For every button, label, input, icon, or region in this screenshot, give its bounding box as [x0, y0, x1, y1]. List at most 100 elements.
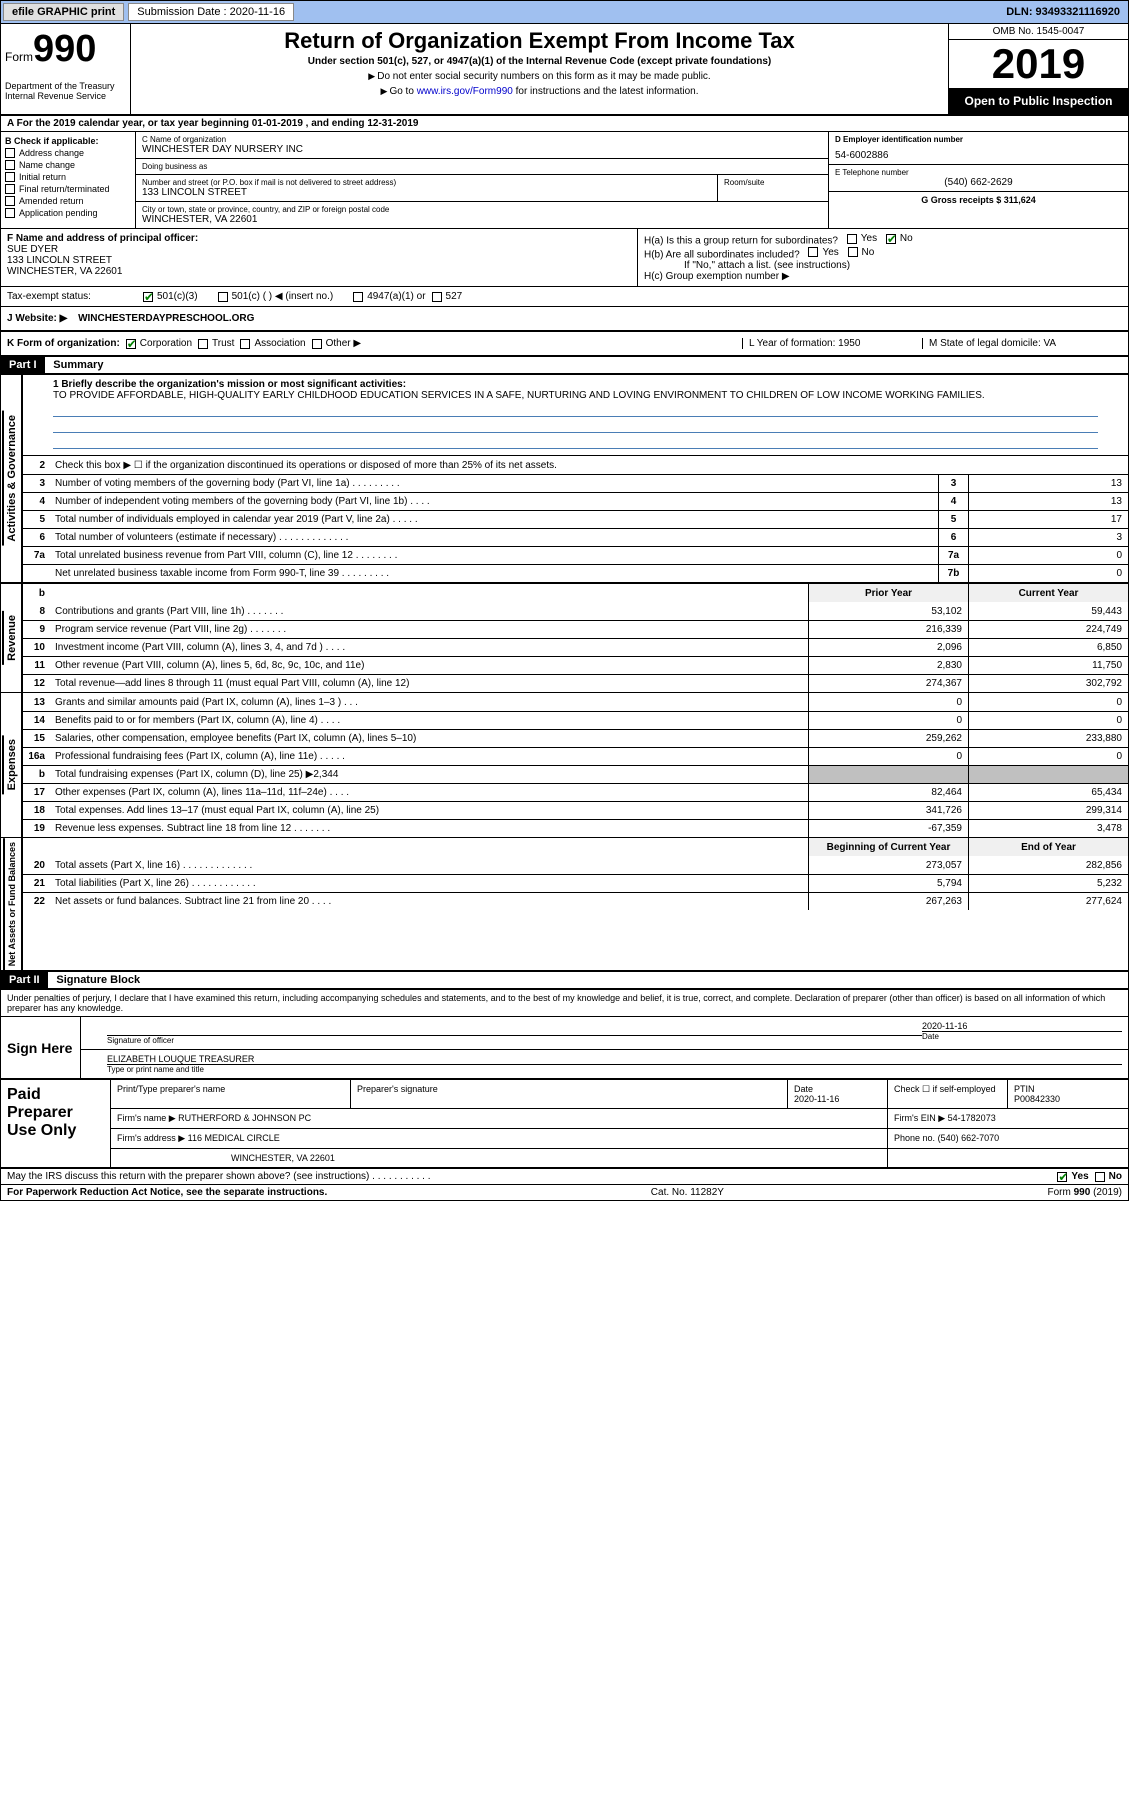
omb-no: OMB No. 1545-0047 — [949, 24, 1128, 40]
checkbox-icon — [848, 247, 858, 257]
current-year-hdr: Current Year — [968, 584, 1128, 602]
current-year-value: 299,314 — [968, 802, 1128, 819]
line-text: Total expenses. Add lines 13–17 (must eq… — [51, 803, 808, 818]
current-year-value: 11,750 — [968, 657, 1128, 674]
header-mid: Return of Organization Exempt From Incom… — [131, 24, 948, 114]
line-text: Total number of volunteers (estimate if … — [51, 530, 938, 545]
hb-yes[interactable]: Yes — [808, 247, 838, 258]
checkbox-icon — [5, 160, 15, 170]
summary-line: 10 Investment income (Part VIII, column … — [23, 638, 1128, 656]
ha-yes[interactable]: Yes — [847, 233, 877, 244]
b-heading: B Check if applicable: — [5, 136, 131, 146]
summary-line: 18 Total expenses. Add lines 13–17 (must… — [23, 801, 1128, 819]
line-text: Total assets (Part X, line 16) . . . . .… — [51, 858, 808, 873]
summary-line: 9 Program service revenue (Part VIII, li… — [23, 620, 1128, 638]
cb-amended[interactable]: Amended return — [5, 196, 131, 206]
prep-ptin: PTINP00842330 — [1008, 1080, 1128, 1108]
ts-501c[interactable]: 501(c) ( ) ◀ (insert no.) — [218, 291, 334, 302]
discuss-yes[interactable]: Yes — [1057, 1171, 1088, 1182]
line-num: 17 — [23, 787, 51, 798]
k-assoc[interactable]: Association — [240, 338, 305, 349]
line-text: Total revenue—add lines 8 through 11 (mu… — [51, 676, 808, 691]
net-header: Beginning of Current Year End of Year — [23, 838, 1128, 856]
phone-value: (540) 662-2629 — [835, 177, 1122, 188]
summary-line: 3 Number of voting members of the govern… — [23, 474, 1128, 492]
signer-name: ELIZABETH LOUQUE TREASURER — [107, 1054, 1122, 1064]
cat-no: Cat. No. 11282Y — [651, 1187, 724, 1198]
line-text: Revenue less expenses. Subtract line 18 … — [51, 821, 808, 836]
efile-print-button[interactable]: efile GRAPHIC print — [3, 3, 124, 21]
part1-title: Summary — [47, 357, 109, 373]
ts-4947[interactable]: 4947(a)(1) or — [353, 291, 425, 302]
summary-line: 19 Revenue less expenses. Subtract line … — [23, 819, 1128, 837]
prior-year-value: 341,726 — [808, 802, 968, 819]
d-label: D Employer identification number — [835, 135, 1122, 144]
k-corp[interactable]: Corporation — [126, 338, 192, 349]
line-num: 5 — [23, 514, 51, 525]
summary-line: 20 Total assets (Part X, line 16) . . . … — [23, 856, 1128, 874]
prep-self-emp: Check ☐ if self-employed — [888, 1080, 1008, 1108]
discuss-q: May the IRS discuss this return with the… — [7, 1171, 431, 1182]
checkbox-icon — [240, 339, 250, 349]
ha-no[interactable]: No — [886, 233, 913, 244]
checkbox-icon — [847, 234, 857, 244]
line-text: Other expenses (Part IX, column (A), lin… — [51, 785, 808, 800]
note-link: Go to www.irs.gov/Form990 for instructio… — [135, 86, 944, 97]
summary-line: 22 Net assets or fund balances. Subtract… — [23, 892, 1128, 910]
mission-block: 1 Briefly describe the organization's mi… — [23, 375, 1128, 456]
line-text: Professional fundraising fees (Part IX, … — [51, 749, 808, 764]
line-text: Total unrelated business revenue from Pa… — [51, 548, 938, 563]
hb-no[interactable]: No — [848, 247, 875, 258]
website-value: WINCHESTERDAYPRESCHOOL.ORG — [78, 313, 254, 324]
checkbox-icon — [5, 184, 15, 194]
summary-line: 21 Total liabilities (Part X, line 26) .… — [23, 874, 1128, 892]
line-text: Program service revenue (Part VIII, line… — [51, 622, 808, 637]
rule-line — [53, 419, 1098, 433]
k-other[interactable]: Other ▶ — [312, 338, 361, 349]
firm-ein: Firm's EIN ▶ 54-1782073 — [888, 1109, 1128, 1128]
part1-badge: Part I — [1, 357, 45, 373]
ts-501c3[interactable]: 501(c)(3) — [143, 291, 198, 302]
ts-527[interactable]: 527 — [432, 291, 463, 302]
prior-year-value: 0 — [808, 693, 968, 711]
cb-final-return[interactable]: Final return/terminated — [5, 184, 131, 194]
line-num: 2 — [23, 460, 51, 471]
f-label: F Name and address of principal officer: — [7, 233, 631, 244]
k-trust[interactable]: Trust — [198, 338, 234, 349]
street-address: 133 LINCOLN STREET — [142, 187, 711, 198]
prior-year-value: 0 — [808, 748, 968, 765]
entity-right: D Employer identification number 54-6002… — [828, 132, 1128, 228]
line-text: Salaries, other compensation, employee b… — [51, 731, 808, 746]
line-box: 4 — [938, 493, 968, 510]
irs-link[interactable]: www.irs.gov/Form990 — [417, 86, 513, 97]
discuss-no[interactable]: No — [1095, 1171, 1122, 1182]
prior-year-value: 259,262 — [808, 730, 968, 747]
firm-addr2: WINCHESTER, VA 22601 — [111, 1149, 888, 1167]
summary-line: 7a Total unrelated business revenue from… — [23, 546, 1128, 564]
website-row: J Website: ▶ WINCHESTERDAYPRESCHOOL.ORG — [1, 307, 1128, 332]
line-text: Check this box ▶ ☐ if the organization d… — [51, 458, 1128, 473]
prior-year-hdr: Prior Year — [808, 584, 968, 602]
cb-address-change[interactable]: Address change — [5, 148, 131, 158]
pycy-header-row: Revenue b Prior Year Current Year 8 Cont… — [1, 582, 1128, 692]
line-num: 8 — [23, 606, 51, 617]
cb-initial-return[interactable]: Initial return — [5, 172, 131, 182]
prep-name-hdr: Print/Type preparer's name — [111, 1080, 351, 1108]
line-num: 15 — [23, 733, 51, 744]
cb-name-change[interactable]: Name change — [5, 160, 131, 170]
section-f: F Name and address of principal officer:… — [1, 229, 638, 286]
note-ssn: Do not enter social security numbers on … — [135, 71, 944, 82]
line-num: 12 — [23, 678, 51, 689]
summary-line: 16a Professional fundraising fees (Part … — [23, 747, 1128, 765]
ein-cell: D Employer identification number 54-6002… — [829, 132, 1128, 165]
city-label: City or town, state or province, country… — [142, 205, 822, 214]
current-year-value: 302,792 — [968, 675, 1128, 692]
line-num: 14 — [23, 715, 51, 726]
part2-title: Signature Block — [50, 972, 146, 988]
sign-here-row: Sign Here Signature of officer 2020-11-1… — [1, 1017, 1128, 1078]
cb-pending[interactable]: Application pending — [5, 208, 131, 218]
name-label: Type or print name and title — [107, 1064, 1122, 1074]
rule-line — [53, 403, 1098, 417]
prep-header-row: Print/Type preparer's name Preparer's si… — [111, 1080, 1128, 1109]
current-year-value: 65,434 — [968, 784, 1128, 801]
